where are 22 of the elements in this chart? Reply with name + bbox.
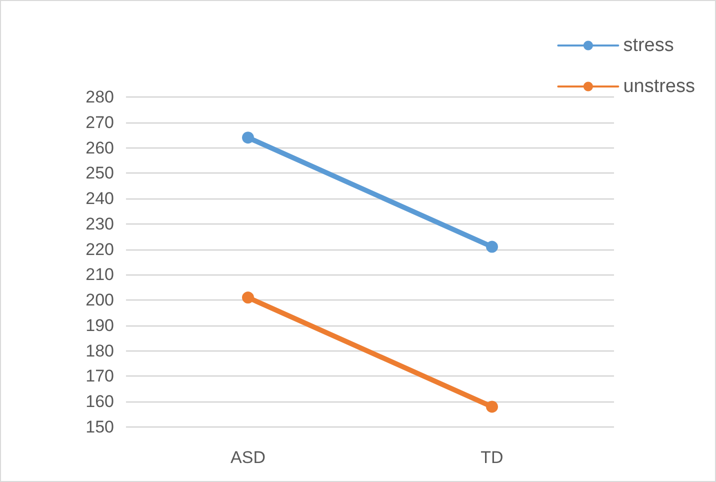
legend-label: unstress xyxy=(623,76,696,97)
y-tick-label: 250 xyxy=(86,164,114,183)
point xyxy=(242,292,254,304)
legend-label: stress xyxy=(623,35,674,56)
x-tick-label: ASD xyxy=(230,448,266,467)
point xyxy=(486,240,498,253)
y-tick-label: 220 xyxy=(86,240,114,259)
y-tick-label: 180 xyxy=(86,341,114,360)
y-tick-label: 230 xyxy=(86,214,114,234)
y-tick-label: 190 xyxy=(86,316,114,335)
x-tick-label: TD xyxy=(480,448,504,467)
y-tick-label: 240 xyxy=(86,189,114,208)
y-tick-label: 170 xyxy=(86,366,114,386)
y-tick-label: 280 xyxy=(86,88,114,106)
y-tick-label: 260 xyxy=(86,138,114,158)
y-tick-label: 210 xyxy=(86,265,114,284)
y-tick-label: 160 xyxy=(86,392,114,412)
y-tick-label: 270 xyxy=(86,112,114,132)
point xyxy=(486,400,498,413)
y-tick-label: 150 xyxy=(86,418,114,436)
point xyxy=(242,132,254,144)
y-tick-label: 200 xyxy=(86,290,114,310)
